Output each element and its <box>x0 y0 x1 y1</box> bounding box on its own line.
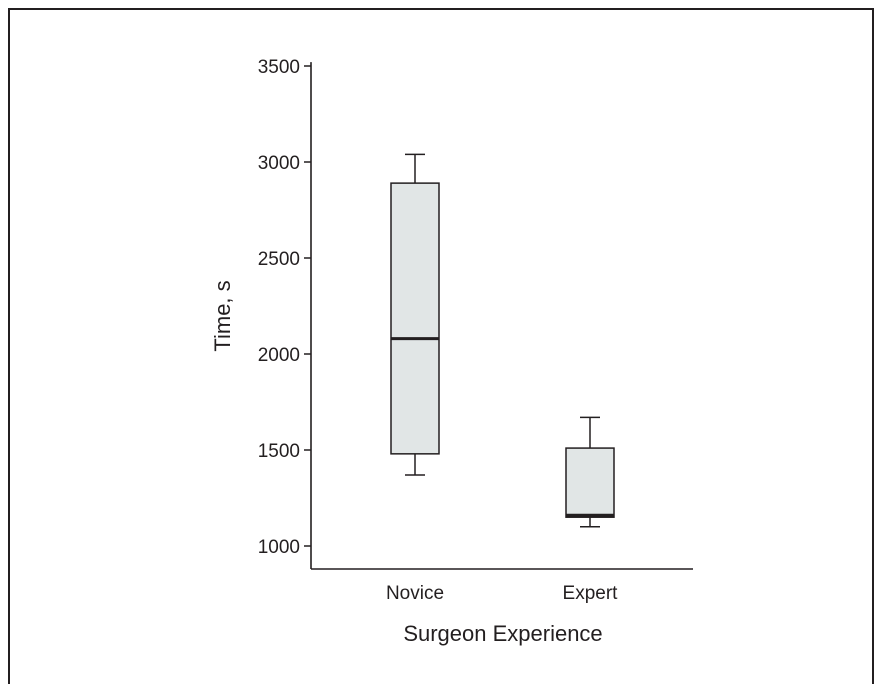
y-axis-ticks: 1000 1500 2000 2500 3000 3500 <box>258 57 311 558</box>
box-expert <box>565 416 615 528</box>
y-tick-label: 1500 <box>258 441 300 462</box>
y-tick-label: 2000 <box>258 345 300 366</box>
category-label-expert: Expert <box>563 583 619 604</box>
boxes <box>390 153 615 528</box>
x-axis-category-labels: Novice Expert <box>386 583 618 604</box>
interquartile-box <box>390 182 440 455</box>
box-novice <box>390 153 440 476</box>
interquartile-box <box>565 447 615 518</box>
category-label-novice: Novice <box>386 583 444 604</box>
figure-frame <box>8 8 874 684</box>
y-axis-title: Time, s <box>210 280 235 351</box>
axes <box>310 62 693 570</box>
y-tick-label: 3000 <box>258 153 300 174</box>
y-tick-label: 2500 <box>258 249 300 270</box>
y-tick-label: 3500 <box>258 57 300 78</box>
x-axis-title: Surgeon Experience <box>403 621 602 646</box>
y-tick-label: 1000 <box>258 537 300 558</box>
